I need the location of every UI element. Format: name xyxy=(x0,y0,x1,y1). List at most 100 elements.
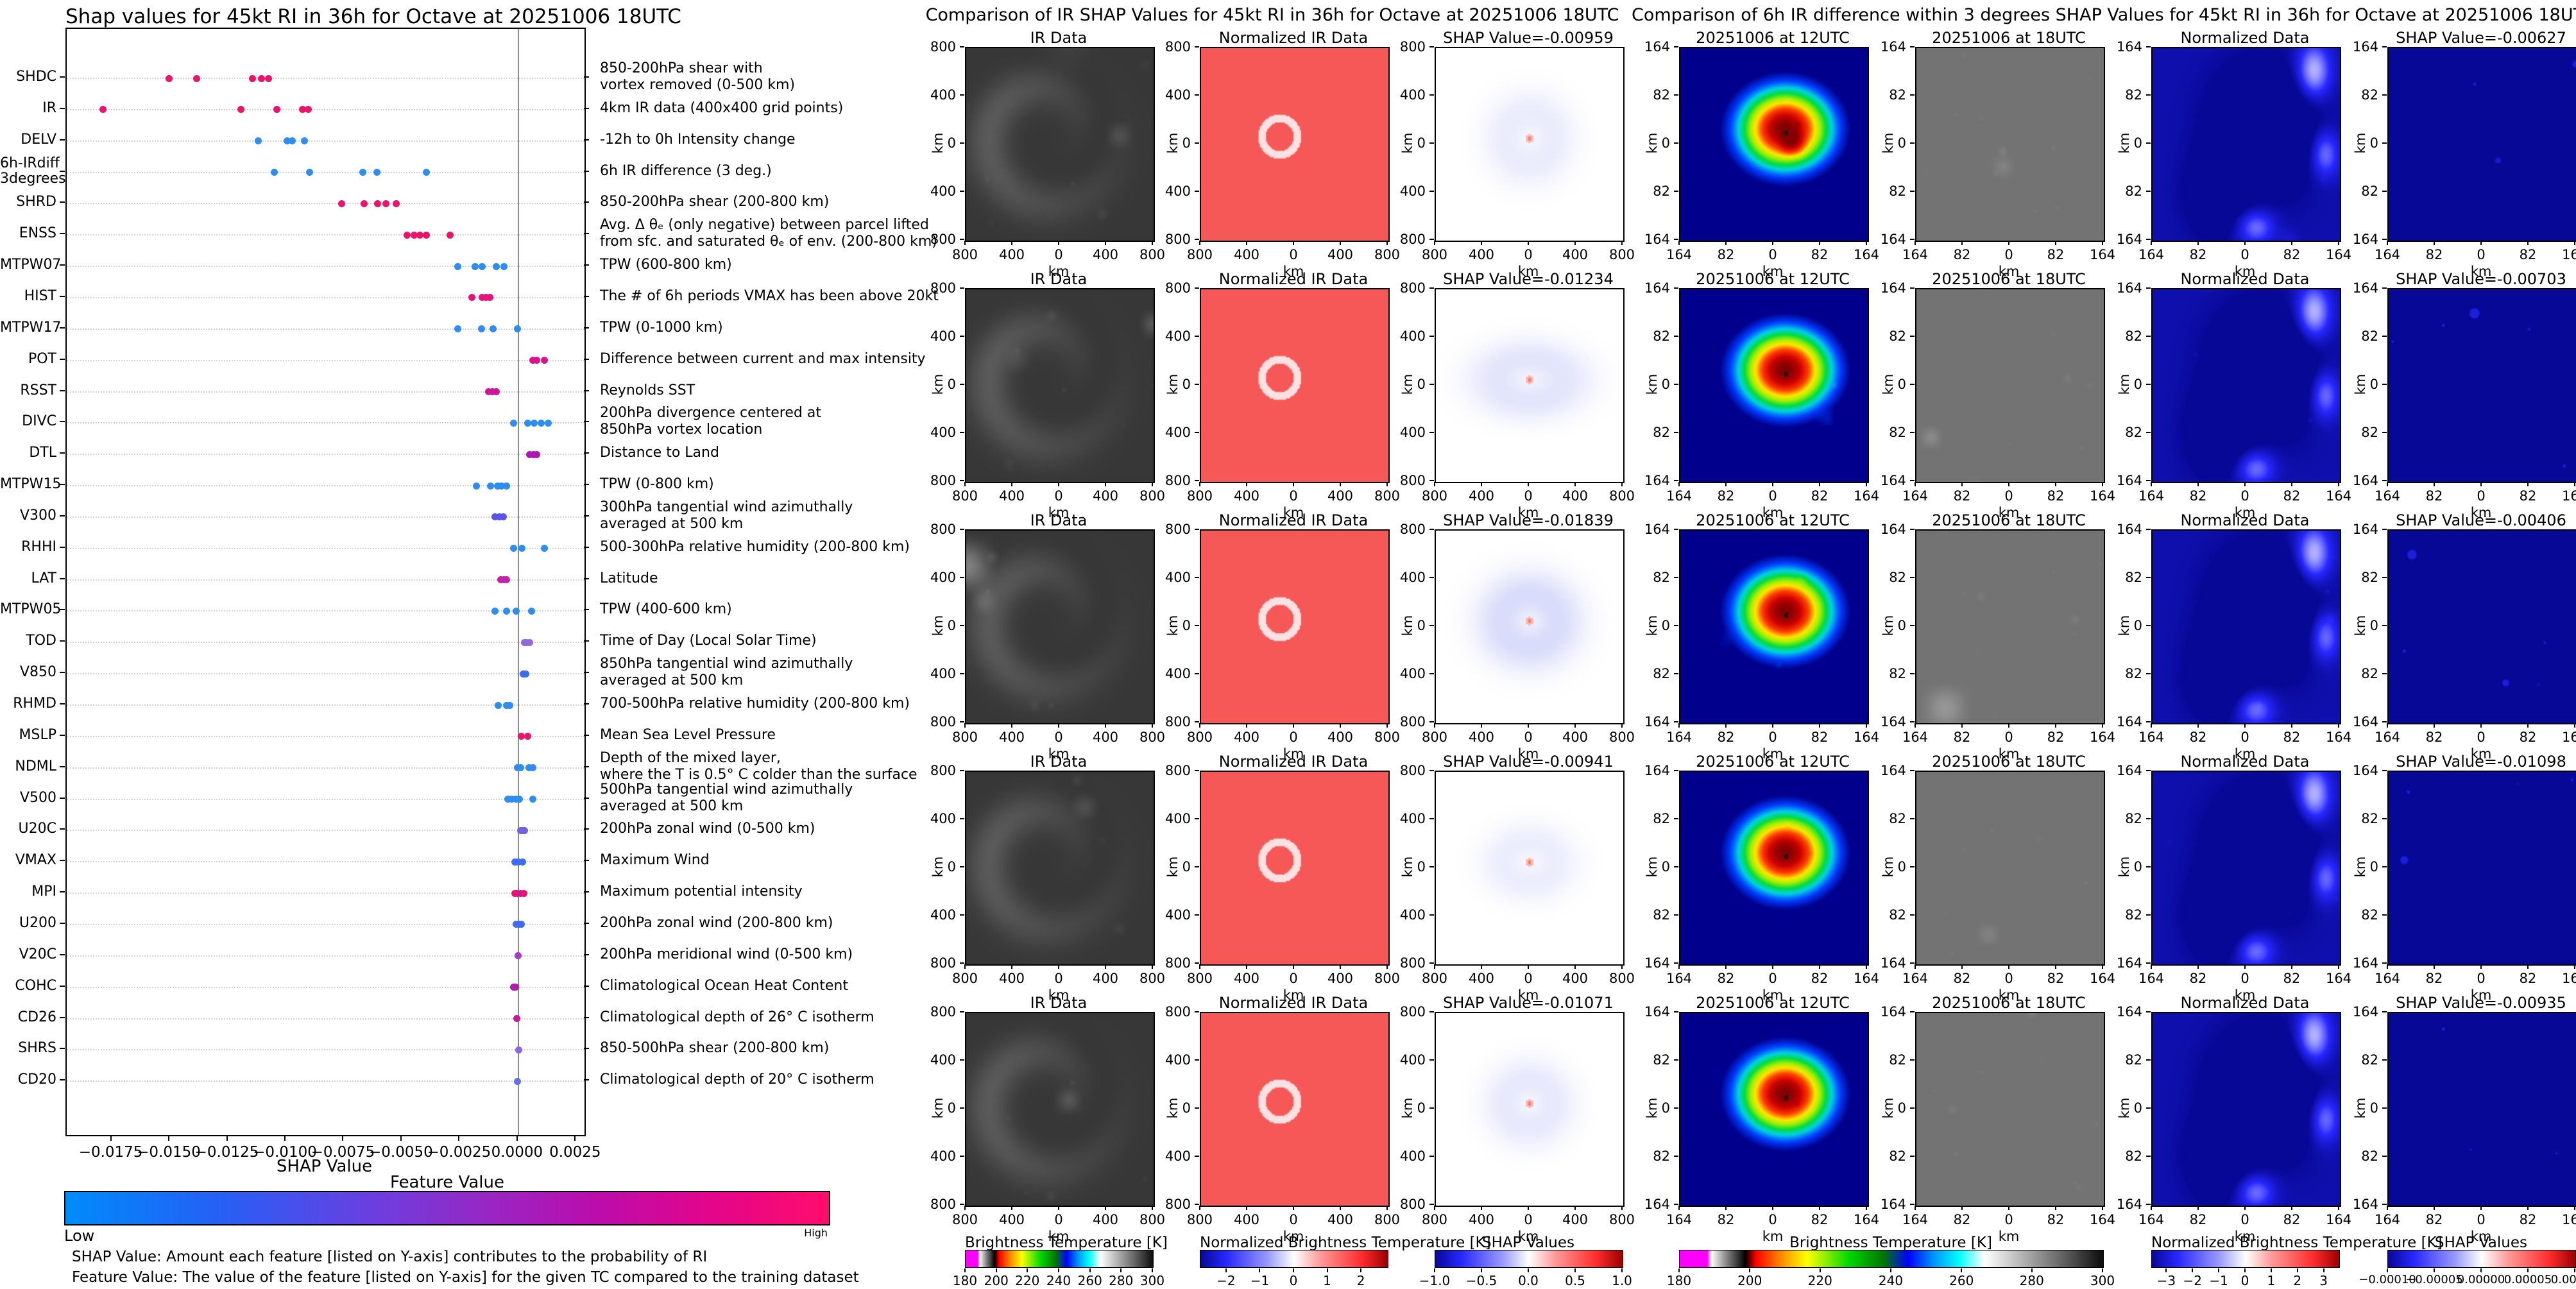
map-x-tick-label: 800 xyxy=(1421,971,1448,986)
map-y-tick-mark xyxy=(2382,818,2387,819)
map-y-tick-label: 0 xyxy=(947,1100,956,1116)
map-x-tick-mark xyxy=(1246,1206,1247,1210)
map-panel: SHAP Value=-0.01071 800 800 400 400 0 0 400 400 8… xyxy=(1390,994,1635,1244)
map-x-tick-label: 82 xyxy=(1811,971,1829,986)
map-y-tick-mark xyxy=(1195,1059,1199,1061)
y-tick-mark-right xyxy=(584,1079,589,1081)
map-image xyxy=(1679,288,1869,483)
map-x-tick-label: 164 xyxy=(1853,247,1880,262)
map-panel: Normalized IR Data 800 800 400 400 0 0 400 400 80… xyxy=(1155,270,1400,520)
map-y-tick-label: 400 xyxy=(1164,1052,1191,1068)
map-x-tick-mark xyxy=(1574,1206,1576,1210)
map-y-tick-label: 0 xyxy=(1182,859,1191,875)
map-x-tick-mark xyxy=(1678,1206,1680,1210)
x-axis-unit-label: km xyxy=(1762,746,1784,762)
feature-description: 200hPa zonal wind (200-800 km) xyxy=(600,914,833,931)
shap-point xyxy=(515,1046,523,1054)
feature-label: U20C xyxy=(18,821,56,837)
map-y-tick-mark xyxy=(2382,480,2387,481)
colorbar xyxy=(1200,1250,1388,1268)
map-x-tick-label: 400 xyxy=(1092,247,1119,262)
map-x-tick-label: 82 xyxy=(2047,730,2065,745)
map-image xyxy=(1915,771,2105,966)
map-x-tick-label: 0 xyxy=(2004,488,2013,504)
map-y-tick-mark xyxy=(1195,673,1199,674)
feature-gridline xyxy=(67,798,584,800)
shap-value-footnote: SHAP Value: Amount each feature [listed … xyxy=(72,1249,708,1265)
map-x-tick-label: 82 xyxy=(2425,730,2443,745)
shap-point xyxy=(491,607,499,615)
map-y-tick-mark xyxy=(1910,1204,1915,1205)
map-y-tick-mark xyxy=(2382,529,2387,530)
x-axis-unit-label: km xyxy=(2470,746,2492,762)
map-panel: 20251006 at 18UTC 164 164 82 82 0 0 82 82 164 164 k… xyxy=(1868,29,2115,279)
x-axis-unit-label: km xyxy=(2234,264,2256,279)
map-y-tick-label: 164 xyxy=(1880,39,1906,55)
map-x-tick-label: 800 xyxy=(1608,730,1635,745)
map-title: Normalized Data xyxy=(2180,511,2310,529)
map-y-tick-mark xyxy=(2382,287,2387,289)
map-x-tick-label: 0 xyxy=(1054,1212,1063,1227)
map-y-tick-mark xyxy=(2382,336,2387,337)
map-x-tick-label: 800 xyxy=(951,488,978,504)
shap-point xyxy=(265,74,273,82)
map-x-tick-mark xyxy=(1340,723,1341,728)
map-x-tick-mark xyxy=(1961,1206,1963,1210)
map-y-tick-label: 82 xyxy=(1889,1052,1906,1068)
y-tick-mark xyxy=(60,421,65,423)
map-x-tick-mark xyxy=(2434,241,2435,245)
map-x-tick-mark xyxy=(2197,964,2199,969)
map-y-tick-label: 800 xyxy=(930,1004,956,1020)
map-y-tick-label: 0 xyxy=(2133,135,2142,151)
map-x-tick-label: 164 xyxy=(2561,730,2576,745)
map-y-tick-label: 164 xyxy=(1644,1004,1670,1020)
colorbar-exponent-label: 1e−5 xyxy=(1592,1287,1626,1289)
map-title: Normalized IR Data xyxy=(1218,270,1369,288)
colorbar-tick-label: −2 xyxy=(1216,1273,1236,1288)
map-y-tick-label: 0 xyxy=(2369,377,2378,392)
map-x-tick-label: 0 xyxy=(2477,730,2486,745)
map-x-tick-mark xyxy=(2434,1206,2435,1210)
map-x-tick-mark xyxy=(1152,482,1153,486)
map-y-tick-mark xyxy=(2382,770,2387,771)
map-x-tick-mark xyxy=(1915,241,1916,245)
map-x-tick-label: 800 xyxy=(1139,971,1166,986)
y-tick-mark xyxy=(60,765,65,767)
map-y-tick-label: 164 xyxy=(2352,955,2378,971)
map-y-tick-mark xyxy=(1674,721,1678,722)
map-y-tick-mark xyxy=(1910,962,1915,964)
feature-label: SHRD xyxy=(16,194,56,210)
y-axis-unit-label: km xyxy=(1165,856,1181,878)
feature-label: SHDC xyxy=(16,69,56,85)
y-axis-unit-label: km xyxy=(1881,1097,1896,1119)
shap_soft-canvas xyxy=(1436,289,1623,482)
feature-description: Depth of the mixed layer, where the T is … xyxy=(600,749,917,783)
map-x-tick-label: 400 xyxy=(1468,730,1495,745)
y-axis-unit-label: km xyxy=(2117,132,2132,154)
colorbar-tick-mark xyxy=(2296,1268,2298,1272)
map-image xyxy=(1435,288,1625,483)
map-x-tick-label: 0 xyxy=(1054,247,1063,262)
map-y-tick-label: 164 xyxy=(1880,714,1906,730)
shap-point xyxy=(518,545,526,552)
map-y-tick-label: 164 xyxy=(2352,714,2378,730)
feature-label: V500 xyxy=(19,789,56,806)
map-x-tick-label: 164 xyxy=(1853,971,1880,986)
y-axis-unit-label: km xyxy=(1881,373,1896,395)
map-x-tick-label: 82 xyxy=(2283,1212,2301,1227)
shap-point xyxy=(521,826,529,834)
map-y-tick-label: 82 xyxy=(1889,87,1906,103)
map-y-tick-mark xyxy=(1195,94,1199,96)
map-y-tick-mark xyxy=(1910,914,1915,916)
map-x-tick-mark xyxy=(2480,482,2482,486)
shap-point xyxy=(249,74,256,82)
map-y-tick-label: 0 xyxy=(2369,135,2378,151)
map-x-tick-mark xyxy=(1199,1206,1200,1210)
x-tick-mark xyxy=(516,1135,518,1141)
map-y-tick-label: 800 xyxy=(930,232,956,247)
map-y-tick-label: 82 xyxy=(2125,907,2142,923)
zero-reference-line xyxy=(517,29,519,1135)
map-y-tick-mark xyxy=(2382,432,2387,433)
map-y-tick-label: 800 xyxy=(1164,232,1191,247)
y-axis-unit-label: km xyxy=(1400,856,1415,878)
